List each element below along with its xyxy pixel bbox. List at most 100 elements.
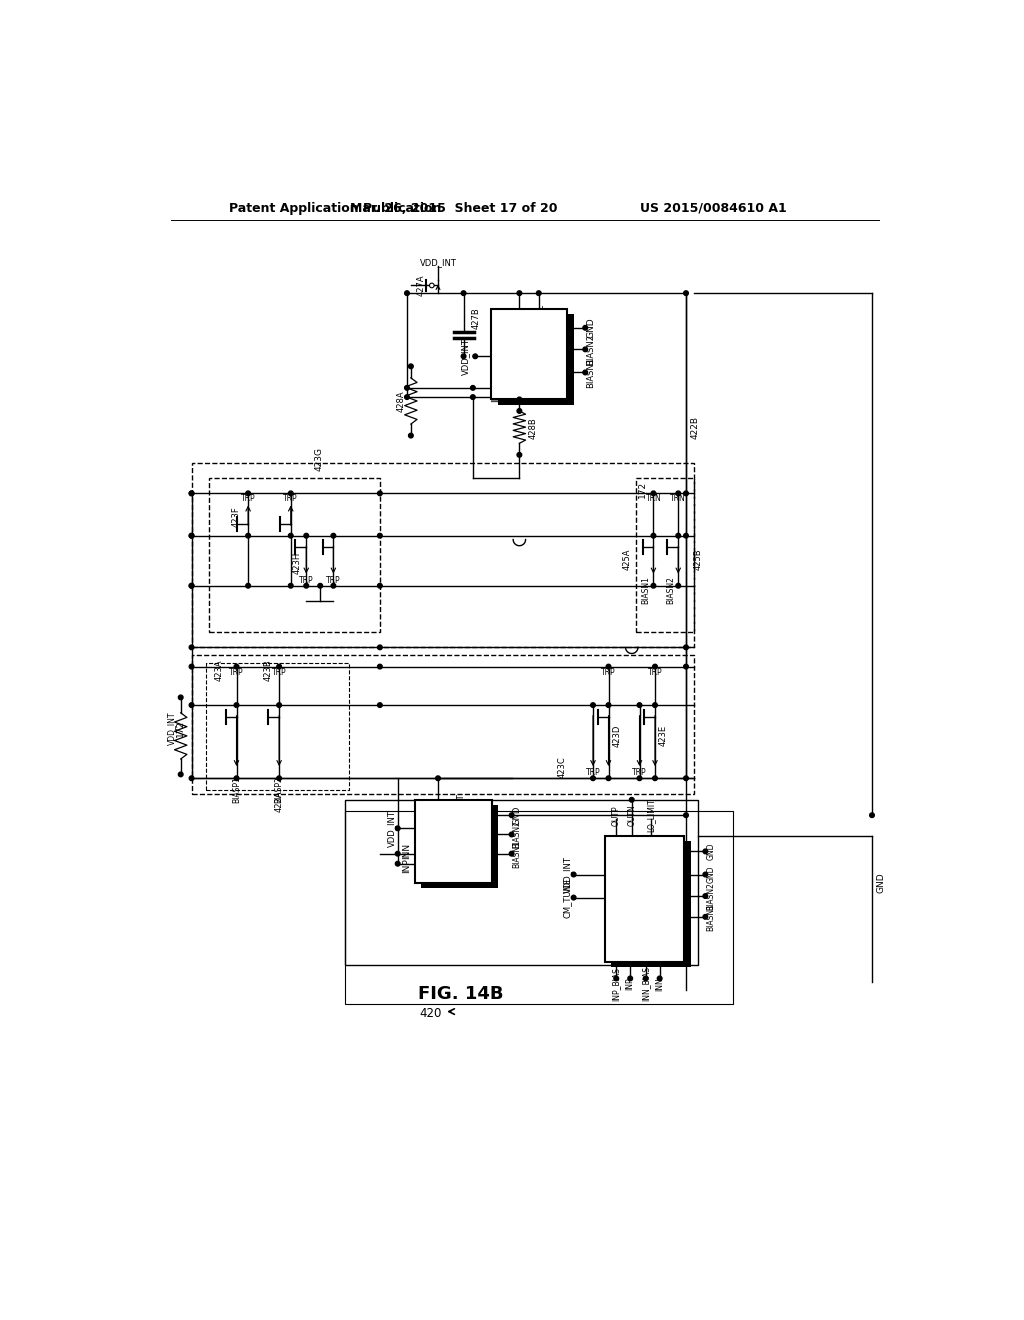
Text: OUT: OUT bbox=[542, 304, 551, 322]
Circle shape bbox=[684, 645, 688, 649]
Bar bbox=[415, 800, 493, 883]
Text: OUT: OUT bbox=[457, 793, 466, 812]
Circle shape bbox=[517, 397, 521, 401]
Text: BIASP1: BIASP1 bbox=[232, 776, 241, 803]
Text: 423A: 423A bbox=[215, 660, 224, 681]
Circle shape bbox=[189, 776, 194, 780]
Circle shape bbox=[591, 776, 595, 780]
Bar bbox=[191, 655, 693, 793]
Circle shape bbox=[304, 583, 308, 589]
Circle shape bbox=[378, 702, 382, 708]
Circle shape bbox=[869, 813, 874, 817]
Text: US 2015/0084610 A1: US 2015/0084610 A1 bbox=[640, 202, 786, 215]
Text: 425B: 425B bbox=[693, 548, 702, 570]
Text: TRP: TRP bbox=[326, 576, 341, 585]
Text: 428B: 428B bbox=[528, 417, 538, 438]
Bar bbox=[191, 462, 693, 647]
Text: 425A: 425A bbox=[623, 548, 632, 569]
Bar bbox=[636, 478, 693, 632]
Text: 172: 172 bbox=[638, 480, 647, 498]
Text: TRP: TRP bbox=[648, 668, 663, 677]
Text: TRP: TRP bbox=[241, 494, 255, 503]
Text: 423B: 423B bbox=[263, 660, 272, 681]
Bar bbox=[421, 805, 499, 888]
Text: 423F: 423F bbox=[232, 506, 241, 527]
Circle shape bbox=[643, 977, 648, 981]
Text: BIASN1: BIASN1 bbox=[707, 903, 716, 931]
Circle shape bbox=[517, 290, 521, 296]
Circle shape bbox=[246, 583, 251, 589]
Text: TRP: TRP bbox=[271, 668, 287, 677]
Text: CM_TUNE: CM_TUNE bbox=[563, 878, 572, 917]
Circle shape bbox=[509, 813, 514, 817]
Circle shape bbox=[409, 364, 414, 368]
Circle shape bbox=[684, 491, 688, 496]
Text: 423H: 423H bbox=[293, 552, 301, 574]
Text: BIASN2: BIASN2 bbox=[513, 821, 521, 849]
Text: 428A: 428A bbox=[397, 391, 407, 412]
Circle shape bbox=[630, 797, 634, 803]
Text: INN: INN bbox=[490, 378, 500, 393]
Circle shape bbox=[289, 491, 293, 496]
Circle shape bbox=[461, 354, 466, 359]
Circle shape bbox=[571, 895, 575, 900]
Circle shape bbox=[473, 354, 477, 359]
Circle shape bbox=[606, 776, 611, 780]
Circle shape bbox=[703, 849, 708, 854]
Bar bbox=[499, 314, 574, 405]
Circle shape bbox=[571, 873, 575, 876]
Circle shape bbox=[289, 583, 293, 589]
Text: VDD_INT: VDD_INT bbox=[420, 257, 457, 267]
Text: INN_BIAS: INN_BIAS bbox=[641, 966, 650, 1002]
Circle shape bbox=[652, 664, 657, 669]
Circle shape bbox=[189, 645, 194, 649]
Circle shape bbox=[189, 533, 194, 539]
Circle shape bbox=[189, 702, 194, 708]
Text: BIASN1: BIASN1 bbox=[641, 576, 650, 603]
Circle shape bbox=[684, 664, 688, 669]
Text: 422A: 422A bbox=[274, 791, 284, 812]
Circle shape bbox=[378, 645, 382, 649]
Text: BIASN1: BIASN1 bbox=[586, 356, 595, 388]
Circle shape bbox=[189, 491, 194, 496]
Circle shape bbox=[651, 583, 655, 589]
Circle shape bbox=[703, 873, 708, 876]
Circle shape bbox=[461, 290, 466, 296]
Text: TRP: TRP bbox=[229, 668, 244, 677]
Text: BIASN2: BIASN2 bbox=[707, 882, 716, 909]
Circle shape bbox=[246, 491, 251, 496]
Circle shape bbox=[657, 977, 662, 981]
Text: VDD_INT: VDD_INT bbox=[167, 711, 176, 744]
Circle shape bbox=[276, 776, 282, 780]
Circle shape bbox=[189, 533, 194, 539]
Text: OTA: OTA bbox=[522, 337, 536, 362]
Circle shape bbox=[591, 702, 595, 708]
Bar bbox=[345, 800, 697, 965]
Circle shape bbox=[606, 664, 611, 669]
Text: 422B: 422B bbox=[690, 416, 699, 440]
Bar bbox=[206, 663, 349, 789]
Bar bbox=[490, 309, 566, 400]
Circle shape bbox=[378, 491, 382, 496]
Circle shape bbox=[378, 664, 382, 669]
Text: VDD_INT: VDD_INT bbox=[462, 338, 471, 375]
Circle shape bbox=[684, 290, 688, 296]
Text: TRP: TRP bbox=[632, 768, 647, 776]
Circle shape bbox=[614, 977, 618, 981]
Text: 423D: 423D bbox=[612, 725, 622, 747]
Circle shape bbox=[234, 702, 239, 708]
Text: 423G: 423G bbox=[315, 446, 324, 471]
Text: INN: INN bbox=[655, 977, 665, 991]
Circle shape bbox=[404, 290, 410, 296]
Bar bbox=[209, 478, 380, 632]
Text: TRP: TRP bbox=[299, 576, 313, 585]
Circle shape bbox=[378, 583, 382, 589]
Text: 427B: 427B bbox=[471, 308, 480, 330]
Text: OUTN: OUTN bbox=[628, 804, 636, 826]
Text: 460: 460 bbox=[638, 900, 651, 923]
Bar bbox=[345, 812, 732, 1003]
Text: BIASP2: BIASP2 bbox=[274, 776, 284, 803]
Circle shape bbox=[331, 533, 336, 539]
Circle shape bbox=[651, 491, 655, 496]
Text: Mar. 26, 2015  Sheet 17 of 20: Mar. 26, 2015 Sheet 17 of 20 bbox=[350, 202, 557, 215]
